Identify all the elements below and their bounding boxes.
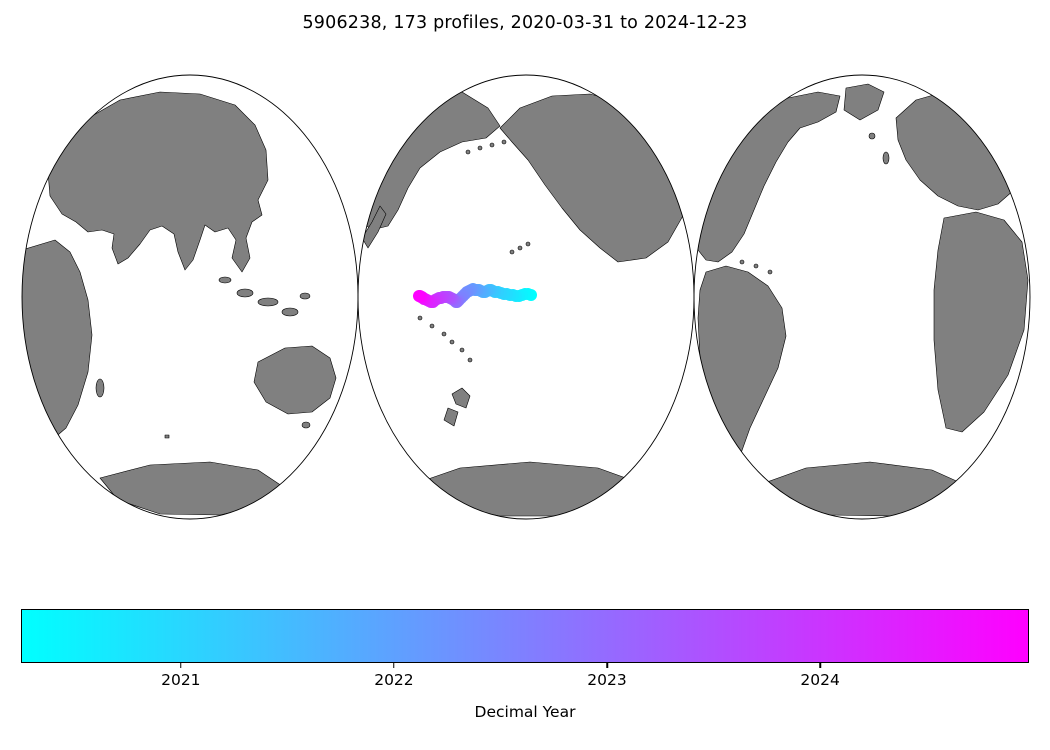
colorbar-tick-label: 2024 [800,671,840,689]
landmass [429,323,435,329]
colorbar-tick-mark [819,663,821,668]
colorbar-tick-label: 2022 [374,671,414,689]
landmass [95,378,105,398]
landmass [467,357,473,363]
landmass [236,288,254,298]
landmass [451,387,471,409]
landmass [257,297,279,307]
colorbar-tick-label: 2023 [587,671,627,689]
landmass [933,211,1029,433]
landmass [499,93,689,263]
landmass [164,434,170,439]
landmass [753,263,759,269]
colorbar-tick-mark [393,663,395,668]
profile-dot [413,290,425,302]
landmass-lobe-2 [358,85,689,517]
landmass [47,91,269,273]
landmass [281,307,299,317]
colorbar-axis-label: Decimal Year [474,703,576,721]
figure-title: 5906238, 173 profiles, 2020-03-31 to 202… [302,13,748,33]
map-lobe-outline [693,74,1031,520]
landmass [253,345,337,415]
landmass [525,241,531,247]
landmass [739,259,745,265]
landmass [501,139,507,145]
landmass [767,269,773,275]
landmass [489,142,495,148]
landmass [509,249,515,255]
landmass [882,151,890,165]
landmass [443,407,459,427]
landmass [441,331,447,337]
landmass [417,315,423,321]
colorbar-gradient [21,609,1029,663]
landmass [517,245,523,251]
landmass [299,292,311,300]
float-trajectory [413,283,537,308]
landmass [301,421,311,429]
colorbar-tick-mark [606,663,608,668]
landmass [477,145,483,151]
colorbar-tick-label: 2021 [161,671,201,689]
colorbar-tick-mark [180,663,182,668]
landmass [459,347,465,353]
landmass [868,132,876,140]
landmass [843,83,885,121]
map-lobe-outlines [21,74,1031,520]
colorbar: 2021 2022 2023 2024 Decimal Year [21,609,1029,744]
landmass [361,205,387,249]
landmass [465,149,471,155]
landmass [449,339,455,345]
landmass-lobe-1 [22,91,337,516]
colorbar-ticks: 2021 2022 2023 2024 [21,609,1029,744]
landmass [218,276,232,284]
